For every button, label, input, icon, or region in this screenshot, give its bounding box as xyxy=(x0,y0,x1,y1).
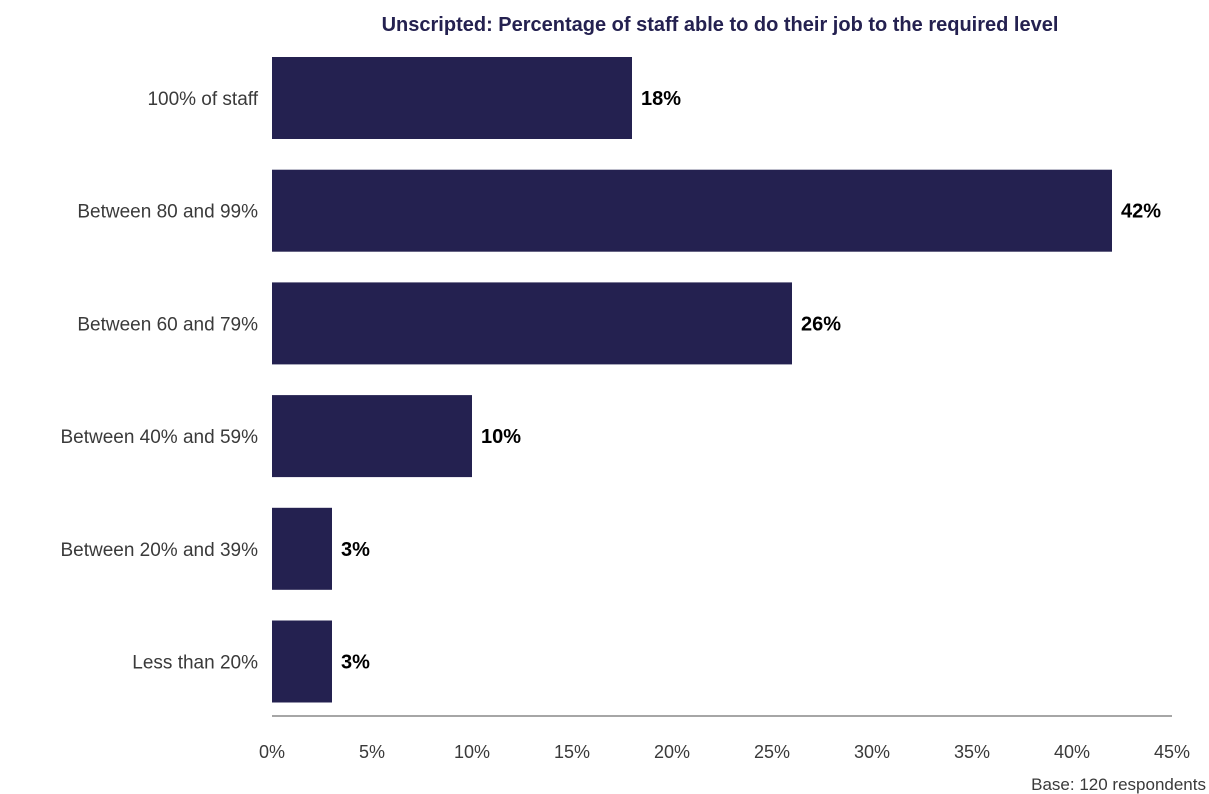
x-tick-label: 15% xyxy=(554,742,590,762)
bar xyxy=(272,169,1112,252)
x-tick-label: 25% xyxy=(754,742,790,762)
x-tick-label: 20% xyxy=(654,742,690,762)
x-tick-label: 0% xyxy=(259,742,285,762)
bars-group xyxy=(272,57,1112,703)
x-tick-label: 30% xyxy=(854,742,890,762)
category-label: Between 80 and 99% xyxy=(77,202,258,223)
data-labels: 18% 42% 26% 10% 3% 3% xyxy=(341,88,1161,674)
x-tick-labels: 0% 5% 10% 15% 20% 25% 30% 35% 40% 45% xyxy=(259,742,1190,762)
category-label: Between 20% and 39% xyxy=(60,540,258,561)
data-label: 3% xyxy=(341,652,370,674)
chart-title: Unscripted: Percentage of staff able to … xyxy=(382,14,1059,36)
x-tick-label: 40% xyxy=(1054,742,1090,762)
category-labels: 100% of staff Between 80 and 99% Between 6… xyxy=(60,89,258,674)
category-label: Between 60 and 79% xyxy=(77,314,258,335)
category-label: 100% of staff xyxy=(147,89,258,110)
data-label: 10% xyxy=(481,426,521,448)
data-label: 42% xyxy=(1121,201,1161,223)
bar xyxy=(272,620,332,703)
category-label: Between 40% and 59% xyxy=(60,427,258,448)
x-tick-label: 5% xyxy=(359,742,385,762)
base-footnote: Base: 120 respondents xyxy=(1031,775,1206,794)
x-tick-label: 35% xyxy=(954,742,990,762)
category-label: Less than 20% xyxy=(132,653,258,674)
data-label: 18% xyxy=(641,88,681,110)
bar xyxy=(272,395,472,478)
bar xyxy=(272,57,632,139)
data-label: 26% xyxy=(801,313,841,335)
x-tick-label: 10% xyxy=(454,742,490,762)
data-label: 3% xyxy=(341,539,370,561)
bar xyxy=(272,282,792,365)
x-tick-label: 45% xyxy=(1154,742,1190,762)
bar xyxy=(272,507,332,590)
